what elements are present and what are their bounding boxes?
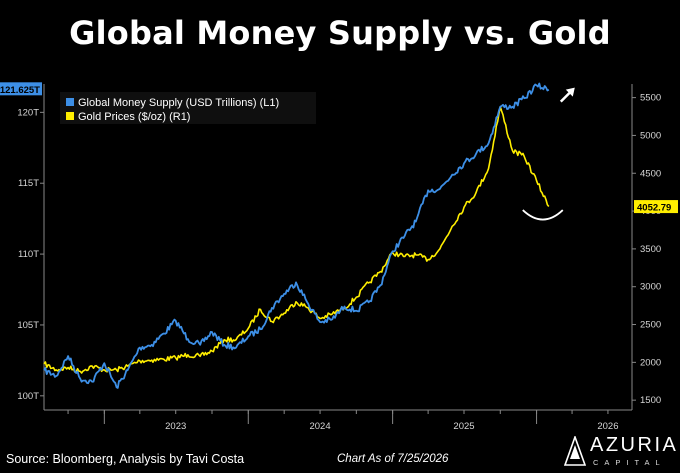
y-left-tick-label: 120T [17,107,39,118]
source-note: Source: Bloomberg, Analysis by Tavi Cost… [6,452,245,466]
legend: Global Money Supply (USD Trillions) (L1)… [60,92,316,124]
annotation-arrow-icon [559,90,572,103]
y-right-tick-label: 4500 [640,168,661,179]
page-title: Global Money Supply vs. Gold [69,14,611,52]
series-layer [43,82,550,389]
y-left-last-value-tag: 121.625T [0,82,42,96]
legend-swatch-money-supply [66,98,74,106]
y-right-tick-label: 3000 [640,282,661,293]
annotation-arc-icon [522,209,564,221]
y-right-last-value-tag: 4052.79 [634,200,678,214]
y-right-tick-label: 3500 [640,244,661,255]
y-right-tick-label: 5500 [640,93,661,104]
y-left-tick-label: 115T [18,178,39,189]
y-left-tick-label: 105T [17,320,39,331]
y-left-tick-label: 100T [17,391,39,402]
annotation-layer [522,87,575,221]
money-supply-series-line [43,82,550,389]
legend-swatch-gold [66,112,74,120]
brand-name: AZURIA [590,434,679,456]
y-right-last-value-label: 4052.79 [637,203,671,214]
x-tick-label: 2023 [165,421,186,432]
legend-background [60,92,316,124]
legend-label-money-supply: Global Money Supply (USD Trillions) (L1) [78,97,279,109]
y-right-tick-label: 2000 [640,357,661,368]
y-right-tick-label: 2500 [640,320,661,331]
brand-subtitle: CAPITAL [593,458,666,467]
annotation-arrowhead-icon [565,87,575,97]
gold-series-line [43,105,550,374]
y-left-tick-label: 110T [18,249,39,260]
x-tick-label: 2026 [597,421,618,432]
y-right-tick-label: 1500 [640,395,661,406]
y-right-tick-label: 5000 [640,130,661,141]
x-tick-label: 2024 [309,421,330,432]
y-left-last-value-label: 121.625T [0,85,40,96]
y-right-axis: 1500200025003000350040004500500055004052… [631,84,678,410]
y-right-last-value-bg [634,200,678,214]
legend-label-gold: Gold Prices ($/oz) (R1) [78,111,190,123]
chart-date: Chart As of 7/25/2026 [337,453,449,465]
x-axis: 2023 2024 2025 2026 [44,409,632,432]
azuria-logo-icon [564,436,586,466]
y-left-last-value-bg [0,82,42,96]
y-left-axis: 100T 105T 110T 115T 120T 121.625T [0,82,45,410]
x-tick-label: 2025 [453,421,474,432]
brand: AZURIA CAPITAL [562,432,680,472]
